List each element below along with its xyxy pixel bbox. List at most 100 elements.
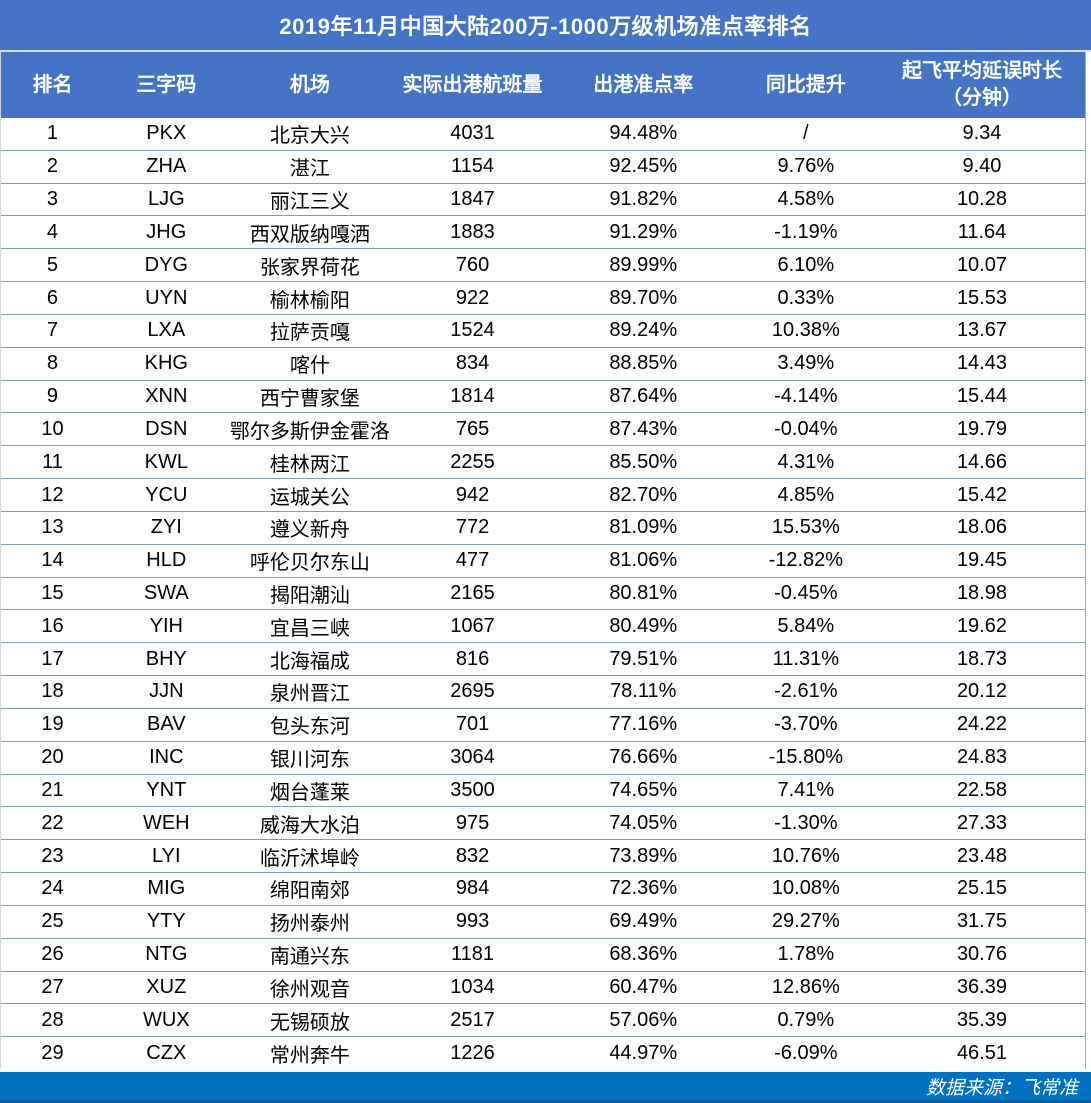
cell-airport: 泉州晋江 bbox=[269, 683, 350, 706]
cell-iata-code: DYG bbox=[144, 253, 188, 276]
cell-rank: 8 bbox=[46, 352, 59, 375]
cell-flights: 1181 bbox=[451, 943, 495, 966]
cell-yoy-change: -1.30% bbox=[774, 811, 838, 834]
cell-punctuality: 78.11% bbox=[610, 680, 677, 703]
cell-avg-delay: 14.43 bbox=[956, 352, 1007, 375]
cell-flights: 834 bbox=[455, 352, 490, 375]
cell-avg-delay: 36.39 bbox=[956, 975, 1007, 998]
cell-iata-code: LYI bbox=[152, 844, 181, 867]
cell-flights: 1226 bbox=[450, 1041, 495, 1064]
cell-punctuality: 89.99% bbox=[609, 253, 678, 276]
cell-yoy-change: -2.61% bbox=[774, 680, 838, 703]
table-row: 2 ZHA 湛江 1154 92.45% 9.76% 9.40 bbox=[1, 149, 1085, 183]
cell-airport: 烟台蓬莱 bbox=[269, 781, 350, 804]
table-row: 1 PKX 北京大兴 4031 94.48% / 9.34 bbox=[1, 118, 1085, 150]
cell-punctuality: 94.48% bbox=[609, 122, 678, 145]
cell-punctuality: 72.36% bbox=[609, 877, 678, 900]
cell-avg-delay: 20.12 bbox=[956, 680, 1007, 703]
cell-iata-code: UYN bbox=[145, 286, 188, 309]
cell-airport: 拉萨贡嘎 bbox=[269, 322, 350, 345]
cell-yoy-change: 15.53% bbox=[771, 516, 840, 539]
cell-yoy-change: 10.08% bbox=[771, 877, 840, 900]
cell-flights: 477 bbox=[455, 549, 490, 572]
table-row: 15 SWA 揭阳潮汕 2165 80.81% -0.45% 18.98 bbox=[1, 576, 1085, 610]
table-row: 18 JJN 泉州晋江 2695 78.11% -2.61% 20.12 bbox=[1, 675, 1085, 708]
cell-yoy-change: 10.38% bbox=[771, 319, 840, 342]
cell-iata-code: WEH bbox=[142, 811, 190, 834]
cell-avg-delay: 10.07 bbox=[956, 253, 1007, 276]
cell-iata-code: ZHA bbox=[146, 155, 187, 178]
cell-airport: 呼伦贝尔东山 bbox=[249, 552, 370, 575]
cell-avg-delay: 46.51 bbox=[956, 1041, 1007, 1064]
cell-punctuality: 77.16% bbox=[609, 713, 678, 736]
cell-yoy-change: 5.84% bbox=[777, 614, 835, 637]
cell-avg-delay: 19.62 bbox=[956, 614, 1007, 637]
cell-rank: 28 bbox=[41, 1008, 64, 1031]
cell-rank: 7 bbox=[46, 319, 59, 342]
cell-airport: 扬州泰州 bbox=[269, 913, 350, 936]
cell-flights: 816 bbox=[455, 647, 490, 670]
cell-flights: 772 bbox=[455, 516, 490, 539]
cell-yoy-change: 6.10% bbox=[777, 253, 835, 276]
cell-airport: 运城关公 bbox=[269, 486, 350, 509]
cell-rank: 19 bbox=[41, 713, 64, 736]
table-row: 25 YTY 扬州泰州 993 69.49% 29.27% 31.75 bbox=[1, 904, 1085, 938]
cell-yoy-change: 4.58% bbox=[777, 188, 835, 211]
cell-punctuality: 76.66% bbox=[609, 746, 678, 769]
cell-punctuality: 87.64% bbox=[609, 385, 678, 408]
cell-airport: 桂林两江 bbox=[269, 453, 350, 476]
cell-iata-code: YTY bbox=[146, 910, 186, 933]
cell-avg-delay: 15.42 bbox=[956, 483, 1007, 506]
cell-flights: 1883 bbox=[450, 220, 495, 243]
cell-rank: 11 bbox=[42, 450, 63, 473]
table-row: 10 DSN 鄂尔多斯伊金霍洛 765 87.43% -0.04% 19.79 bbox=[1, 412, 1085, 445]
cell-rank: 24 bbox=[41, 877, 64, 900]
table-row: 29 CZX 常州奔牛 1226 44.97% -6.09% 46.51 bbox=[1, 1036, 1085, 1069]
cell-punctuality: 87.43% bbox=[609, 417, 678, 440]
cell-iata-code: YNT bbox=[146, 778, 187, 801]
table-row: 11 KWL 桂林两江 2255 85.50% 4.31% 14.66 bbox=[1, 445, 1085, 478]
cell-punctuality: 74.05% bbox=[609, 811, 678, 834]
airport-ranking-table: 排名 三字码 机场 实际出港航班量 出港准点率 同比提升 起飞平均延误时长 （分… bbox=[0, 52, 1086, 1069]
cell-iata-code: PKX bbox=[146, 122, 187, 145]
cell-airport: 鄂尔多斯伊金霍洛 bbox=[229, 420, 390, 443]
cell-punctuality: 81.06% bbox=[609, 549, 678, 572]
cell-punctuality: 91.82% bbox=[609, 188, 678, 211]
cell-airport: 北京大兴 bbox=[269, 125, 350, 148]
column-header-row: 排名 三字码 机场 实际出港航班量 出港准点率 同比提升 起飞平均延误时长 （分… bbox=[1, 52, 1085, 118]
cell-iata-code: YCU bbox=[145, 483, 188, 506]
cell-airport: 西宁曹家堡 bbox=[259, 388, 360, 411]
cell-punctuality: 73.89% bbox=[609, 844, 678, 867]
column-header-avg-delay-line2: （分钟） bbox=[941, 87, 1022, 109]
cell-iata-code: BHY bbox=[145, 647, 187, 670]
table-row: 17 BHY 北海福成 816 79.51% 11.31% 18.73 bbox=[1, 642, 1085, 675]
cell-iata-code: JJN bbox=[149, 680, 184, 703]
cell-punctuality: 89.24% bbox=[609, 319, 678, 342]
cell-rank: 4 bbox=[46, 220, 59, 243]
cell-rank: 10 bbox=[41, 417, 64, 440]
cell-flights: 2695 bbox=[450, 680, 495, 703]
cell-punctuality: 82.70% bbox=[609, 483, 678, 506]
cell-iata-code: DSN bbox=[145, 417, 188, 440]
cell-punctuality: 80.81% bbox=[609, 582, 678, 604]
cell-flights: 2255 bbox=[450, 450, 495, 473]
cell-punctuality: 92.45% bbox=[609, 155, 678, 178]
cell-avg-delay: 18.98 bbox=[956, 582, 1007, 604]
table-row: 24 MIG 绵阳南郊 984 72.36% 10.08% 25.15 bbox=[1, 872, 1085, 905]
cell-flights: 975 bbox=[455, 811, 490, 834]
table-title-bar: 2019年11月中国大陆200万-1000万级机场准点率排名 bbox=[0, 0, 1091, 52]
cell-flights: 984 bbox=[455, 877, 490, 900]
cell-avg-delay: 11.64 bbox=[957, 220, 1007, 243]
cell-rank: 3 bbox=[46, 188, 59, 211]
cell-flights: 1814 bbox=[450, 385, 495, 408]
cell-flights: 2517 bbox=[450, 1008, 495, 1031]
data-source-label: 数据来源：飞常准 bbox=[925, 1077, 1078, 1099]
cell-rank: 23 bbox=[41, 844, 64, 867]
cell-airport: 喀什 bbox=[289, 355, 330, 378]
cell-avg-delay: 27.33 bbox=[956, 811, 1007, 834]
table-row: 20 INC 银川河东 3064 76.66% -15.80% 24.83 bbox=[1, 740, 1085, 774]
table-row: 23 LYI 临沂沭埠岭 832 73.89% 10.76% 23.48 bbox=[1, 839, 1085, 872]
table-body: 1 PKX 北京大兴 4031 94.48%/9.34 2 ZHA 湛江 1154 92.45% 9… bbox=[1, 118, 1085, 1069]
table-row: 21 YNT 烟台蓬莱 3500 74.65% 7.41% 22.58 bbox=[1, 773, 1085, 807]
cell-rank: 6 bbox=[46, 286, 59, 309]
